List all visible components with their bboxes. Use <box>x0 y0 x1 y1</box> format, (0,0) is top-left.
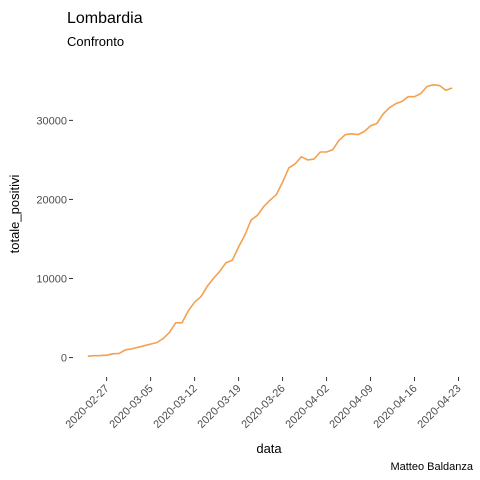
y-axis: 0 10000 20000 30000 <box>36 115 73 365</box>
x-tick-label: 2020-03-19 <box>195 383 243 431</box>
x-axis: 2020-02-272020-03-052020-03-122020-03-19… <box>63 377 464 431</box>
x-tick-label: 2020-03-12 <box>151 383 199 431</box>
x-tick-label: 2020-04-16 <box>371 383 419 431</box>
x-tick-label: 2020-04-02 <box>283 383 331 431</box>
y-tick-label: 10000 <box>36 274 67 286</box>
x-axis-title: data <box>256 441 282 456</box>
y-tick-label: 20000 <box>36 194 67 206</box>
y-axis-title: totale_positivi <box>7 175 22 254</box>
y-tick-label: 30000 <box>36 115 67 127</box>
chart-caption: Matteo Baldanza <box>390 461 473 473</box>
x-tick-label: 2020-03-05 <box>107 383 155 431</box>
x-tick-label: 2020-04-23 <box>415 383 463 431</box>
chart-title: Lombardia <box>67 10 143 27</box>
chart-subtitle: Confronto <box>67 34 124 49</box>
plot-area <box>87 84 453 357</box>
x-tick-label: 2020-02-27 <box>63 383 111 431</box>
x-tick-label: 2020-04-09 <box>327 383 375 431</box>
x-tick-label: 2020-03-26 <box>239 383 287 431</box>
y-tick-label: 0 <box>61 353 67 365</box>
series-line <box>87 84 453 357</box>
